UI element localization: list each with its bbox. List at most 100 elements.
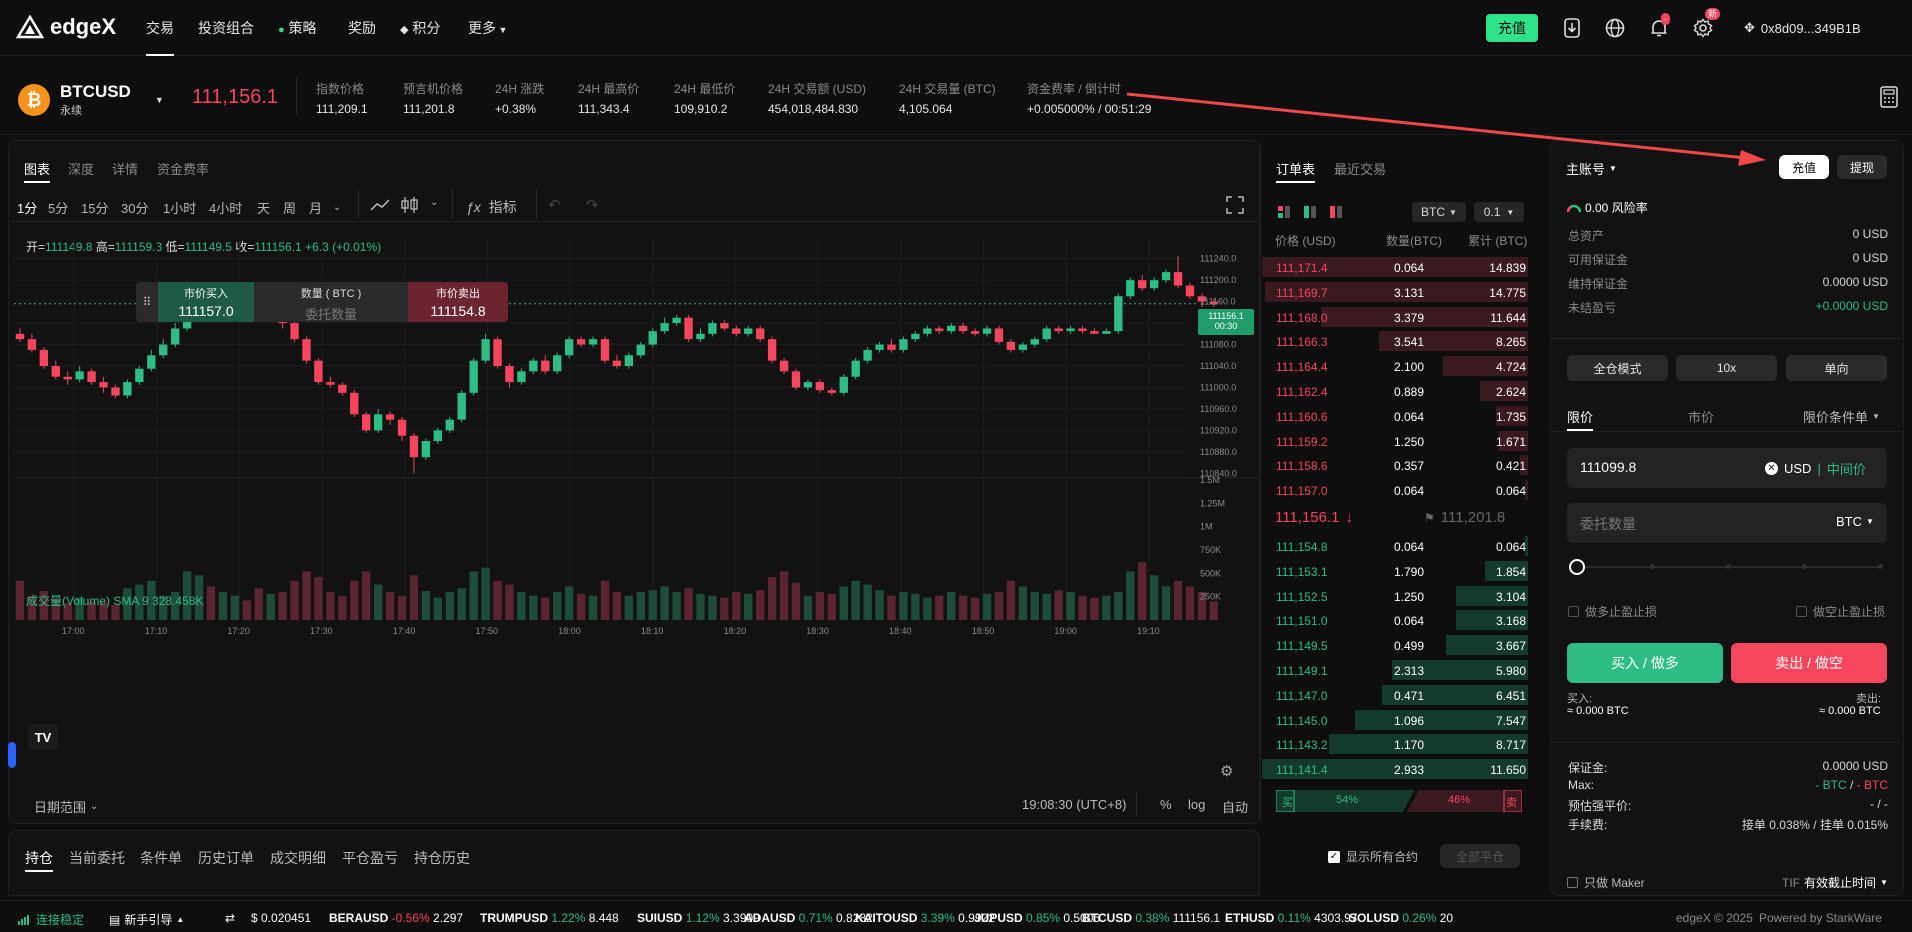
download-icon[interactable] [1560,16,1584,40]
ask-row[interactable]: 111,160.6 0.064 1.735 [1262,404,1528,428]
ask-row[interactable]: 111,157.0 0.064 0.064 [1262,478,1528,502]
slider-step-100[interactable] [1878,564,1883,569]
nav-more[interactable]: 更多 ▼ [468,18,507,38]
slider-step-25[interactable] [1650,564,1655,569]
close-all-button[interactable]: 全部平仓 [1440,844,1520,868]
maker-only-checkbox[interactable]: 只做 Maker [1567,874,1645,891]
price-chart[interactable]: 111240.0111200.0111160.0111120.0111080.0… [14,240,1258,778]
bid-row[interactable]: 111,147.0 0.471 6.451 [1262,683,1528,707]
fullscreen-icon[interactable] [1226,196,1244,217]
globe-icon[interactable] [1603,16,1627,40]
sell-short-button[interactable]: 卖出 / 做空 [1731,643,1887,683]
book-asks-icon[interactable] [1330,206,1342,218]
beginner-guide-button[interactable]: ▤ 新手引导 ▲ [109,911,184,928]
log-scale-toggle[interactable]: log [1188,797,1206,812]
price-input[interactable] [1567,448,1887,488]
tab-details[interactable]: 详情 [112,162,139,177]
unit-select[interactable]: BTC ▼ [1412,202,1466,222]
clear-icon[interactable]: ✕ [1765,462,1778,475]
nav-strategy[interactable]: ● 策略 [278,18,317,38]
tab-orderbook[interactable]: 订单表 [1276,159,1316,183]
market-sell-button[interactable]: 市价卖出 111154.8 [408,282,508,322]
line-chart-icon[interactable] [370,198,390,215]
ask-row[interactable]: 111,164.4 2.100 4.724 [1262,354,1528,378]
swap-icon[interactable]: ⇄ [225,911,236,925]
tab-order-history[interactable]: 历史订单 [198,850,254,866]
tab-recent-trades[interactable]: 最近交易 [1334,162,1387,177]
tradingview-logo-icon[interactable]: TV [28,724,58,750]
ticker-item[interactable]: ADAUSD 0.71% 0.8282 [744,911,873,925]
undo-icon[interactable]: ↶ [548,197,561,214]
tab-trade-history[interactable]: 成交明细 [270,850,326,866]
side-drawer-handle[interactable] [8,742,16,768]
candlestick-icon[interactable] [400,196,420,217]
interval-30m[interactable]: 30分 [121,201,149,216]
short-tpsl-checkbox[interactable]: 做空止盈止损 [1796,603,1885,620]
brand-logo[interactable]: edgeX [16,14,116,40]
interval-5m[interactable]: 5分 [48,201,69,216]
ask-row[interactable]: 111,159.2 1.250 1.671 [1262,429,1528,453]
bid-row[interactable]: 111,145.0 1.096 7.547 [1262,708,1528,732]
wallet-button[interactable]: ✥ 0x8d09...349B1B [1744,20,1861,36]
stat-funding-rate[interactable]: 资金费率 / 倒计时 +0.005000% / 00:51:29 [1027,80,1151,116]
ticker-item[interactable]: TRUMPUSD 1.22% 8.448 [480,911,619,925]
ask-row[interactable]: 111,168.0 3.379 11.644 [1262,305,1528,329]
account-deposit-button[interactable]: 充值 [1779,155,1829,179]
interval-month[interactable]: 月 [309,201,323,216]
quantity-slider-thumb[interactable] [1569,559,1585,575]
auto-scale-toggle[interactable]: 自动 [1222,800,1249,815]
calculator-icon[interactable] [1880,86,1898,111]
top-deposit-button[interactable]: 充值 [1486,14,1538,42]
book-bids-icon[interactable] [1304,206,1316,218]
tab-closed-pnl[interactable]: 平仓盈亏 [342,850,398,866]
tab-open-orders[interactable]: 当前委托 [69,850,125,866]
buy-long-button[interactable]: 买入 / 做多 [1567,643,1723,683]
chart-settings-icon[interactable]: ⚙ [1220,763,1234,780]
leverage-button[interactable]: 10x [1676,355,1777,381]
quantity-unit-select[interactable]: BTC ▼ [1836,514,1874,529]
bid-row[interactable]: 111,149.1 2.313 5.980 [1262,658,1528,682]
date-range-button[interactable]: 日期范围 ⌄ [34,797,98,816]
ask-row[interactable]: 111,169.7 3.131 14.775 [1262,280,1528,304]
margin-mode-button[interactable]: 全仓模式 [1567,355,1668,381]
interval-day[interactable]: 天 [257,201,271,216]
interval-1m[interactable]: 1分 [17,201,38,216]
ticker-item[interactable]: BERAUSD -0.56% 2.297 [329,911,463,925]
position-mode-button[interactable]: 单向 [1786,355,1887,381]
interval-4h[interactable]: 4小时 [209,201,243,216]
ticker-item[interactable]: SOLUSD 0.26% 20 [1349,911,1453,925]
bid-row[interactable]: 111,149.5 0.499 3.667 [1262,633,1528,657]
ask-row[interactable]: 111,171.4 0.064 14.839 [1262,255,1528,279]
nav-points[interactable]: ◆ 积分 [400,18,440,38]
book-both-icon[interactable] [1278,206,1290,218]
tab-funding[interactable]: 资金费率 [157,162,210,177]
market-buy-button[interactable]: 市价买入 111157.0 [158,282,254,322]
ticker-item[interactable]: KAITOUSD 3.39% 0.9922 [855,911,995,925]
gear-icon[interactable]: 新 [1691,8,1721,40]
nav-trade[interactable]: 交易 [146,20,174,56]
quantity-input[interactable] [1567,503,1887,543]
ask-row[interactable]: 111,158.6 0.357 0.421 [1262,453,1528,477]
chevron-down-icon[interactable]: ⌄ [430,197,439,208]
slider-step-50[interactable] [1726,564,1731,569]
bid-row[interactable]: 111,152.5 1.250 3.104 [1262,584,1528,608]
nav-portfolio[interactable]: 投资组合 [198,20,254,36]
ticker-item[interactable]: JUPUSD 0.85% 0.5006 [974,911,1100,925]
ask-row[interactable]: 111,166.3 3.541 8.265 [1262,329,1528,353]
tab-conditional[interactable]: 限价条件单 ▼ [1803,407,1880,426]
chevron-down-icon[interactable]: ⌄ [333,202,342,213]
bell-icon[interactable]: · [1647,13,1671,40]
tab-positions[interactable]: 持仓 [25,850,53,866]
percent-scale-toggle[interactable]: % [1160,797,1172,812]
tab-conditional-orders[interactable]: 条件单 [140,850,182,866]
show-all-contracts-checkbox[interactable]: ✓ 显示所有合约 [1328,848,1418,865]
nav-rewards[interactable]: 奖励 [348,20,376,36]
tab-position-history[interactable]: 持仓历史 [414,850,470,866]
ticker-item[interactable]: SUIUSD 1.12% 3.3909 [637,911,760,925]
bid-row[interactable]: 111,154.8 0.064 0.064 [1262,534,1528,558]
bid-row[interactable]: 111,141.4 2.933 11.650 [1262,757,1528,781]
tick-size-select[interactable]: 0.1 ▼ [1474,202,1524,222]
interval-week[interactable]: 周 [283,201,297,216]
tab-chart[interactable]: 图表 [24,159,51,183]
tab-limit[interactable]: 限价 [1567,407,1594,431]
